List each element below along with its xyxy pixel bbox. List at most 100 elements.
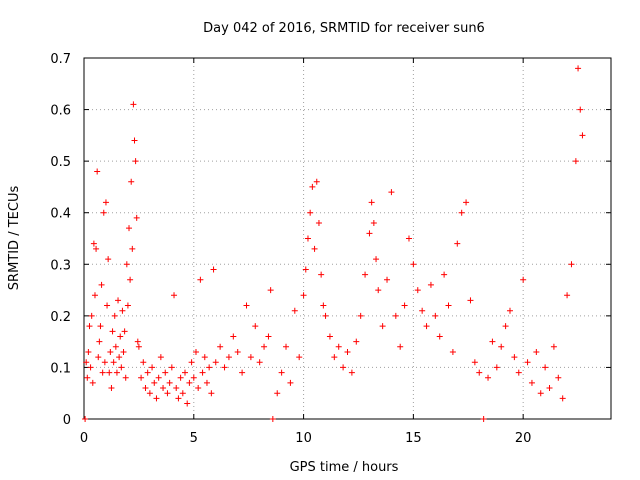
data-point [166,379,173,386]
data-point [524,359,531,366]
data-point [177,374,184,381]
data-point [96,338,103,345]
data-point [265,333,272,340]
data-point [283,343,290,350]
data-point [302,266,309,273]
data-point [537,390,544,397]
data-point [463,199,470,206]
data-point [454,240,461,247]
data-point [186,379,193,386]
data-point [304,235,311,242]
data-point [212,359,219,366]
y-tick-label: 0.3 [50,258,71,273]
data-point [419,307,426,314]
data-point [340,364,347,371]
data-point [138,374,145,381]
data-point [146,390,153,397]
data-point [568,261,575,268]
data-point [322,312,329,319]
y-tick-label: 0.6 [50,104,71,119]
data-point [106,369,113,376]
data-point [269,416,276,422]
data-point [436,333,443,340]
data-point [225,354,232,361]
data-point [432,312,439,319]
data-point [300,292,307,299]
data-point [331,354,338,361]
data-point [164,390,171,397]
data-point [155,374,162,381]
data-point [153,395,160,402]
data-point [88,312,95,319]
data-point [449,348,456,355]
data-point [129,245,136,252]
data-point [476,369,483,376]
y-tick-label: 0.2 [50,310,71,325]
y-axis-label: SRMTID / TECUs [7,186,22,291]
data-point [133,214,140,221]
data-point [471,359,478,366]
data-point [184,400,191,407]
y-tick-label: 0 [63,413,71,428]
data-point [117,333,124,340]
data-point [128,178,135,185]
data-point [190,374,197,381]
data-point [105,256,112,263]
data-point [291,307,298,314]
data-point [414,287,421,294]
data-point [217,343,224,350]
data-point [335,343,342,350]
data-point [118,364,125,371]
data-point [130,101,137,108]
x-tick-label: 10 [295,431,312,446]
data-point [149,364,156,371]
data-point [113,369,120,376]
data-point [135,343,142,350]
data-point [99,369,106,376]
x-tick-label: 20 [515,431,532,446]
data-point [511,354,518,361]
data-point [528,379,535,386]
data-point [192,348,199,355]
tick-labels: 0 5 10 15 20 0 0.1 0.2 0.3 0.4 0.5 0.6 0.7 [50,52,531,446]
data-point [100,209,107,216]
data-point [485,374,492,381]
data-point [108,385,115,392]
data-point [168,364,175,371]
x-tick-label: 15 [405,431,422,446]
data-point [89,379,96,386]
plot-frame [83,57,612,420]
data-point [311,245,318,252]
y-tick-label: 0.1 [50,361,71,376]
data-point [116,354,123,361]
data-point [274,390,281,397]
x-tick-label: 0 [80,431,88,446]
data-point [555,374,562,381]
data-point [95,354,102,361]
data-point [357,312,364,319]
data-point [201,354,208,361]
data-point [109,328,116,335]
data-point [445,302,452,309]
data-point [252,323,259,330]
data-point [83,359,90,366]
data-point [261,343,268,350]
data-point [267,287,274,294]
data-point [388,189,395,196]
data-point [375,287,382,294]
data-point [119,307,126,314]
data-point [533,348,540,355]
data-point [110,359,117,366]
data-point [90,240,97,247]
data-point [564,292,571,299]
data-point [480,416,487,422]
data-point [122,374,129,381]
data-point [315,220,322,227]
data-point [188,359,195,366]
data-point [575,65,582,72]
data-point [577,106,584,113]
data-point [140,359,147,366]
data-point [199,369,206,376]
data-point [197,276,204,283]
data-point [132,158,139,165]
